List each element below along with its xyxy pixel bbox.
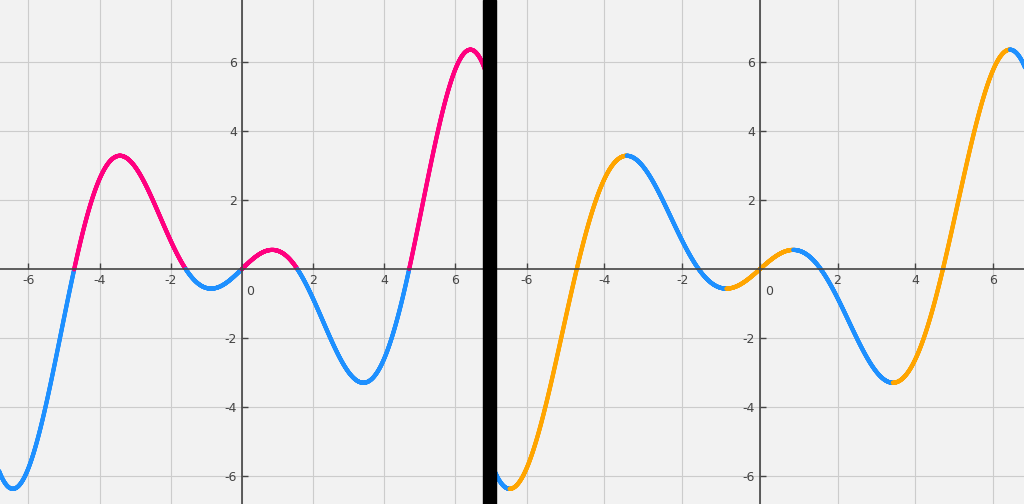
Text: 0: 0 <box>766 285 773 298</box>
Text: 0: 0 <box>247 285 255 298</box>
